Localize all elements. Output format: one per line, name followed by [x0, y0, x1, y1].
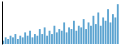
- bar: [85, 29, 87, 44]
- bar: [29, 31, 31, 44]
- bar: [24, 32, 26, 44]
- bar: [71, 29, 73, 44]
- bar: [114, 17, 116, 44]
- bar: [63, 22, 65, 44]
- bar: [14, 34, 16, 44]
- bars: [2, 4, 118, 44]
- chart: [0, 0, 120, 45]
- bar: [61, 31, 63, 44]
- bar: [117, 4, 119, 44]
- bar: [73, 21, 75, 44]
- bar: [80, 27, 82, 44]
- bar: [53, 26, 55, 44]
- bar: [41, 34, 43, 44]
- bar: [105, 21, 107, 44]
- bar: [58, 29, 60, 44]
- bar: [7, 39, 9, 44]
- bar: [17, 39, 19, 44]
- bar: [95, 24, 97, 44]
- bar: [110, 22, 112, 44]
- bar: [36, 36, 38, 44]
- bar: [10, 36, 12, 44]
- bar: [22, 37, 24, 44]
- bar: [78, 26, 80, 44]
- bar: [46, 36, 48, 44]
- bar: [83, 19, 85, 44]
- bar: [66, 32, 68, 44]
- bar: [112, 14, 114, 44]
- bar: [88, 22, 90, 44]
- bar: [75, 31, 77, 44]
- bar: [27, 36, 29, 44]
- bar: [56, 32, 58, 44]
- bar: [97, 12, 99, 44]
- bar: [34, 34, 36, 44]
- bar: [51, 34, 53, 44]
- bar: [107, 9, 109, 44]
- bar: [5, 37, 7, 44]
- bar: [92, 16, 94, 44]
- y-axis-line: [2, 2, 3, 45]
- y-axis: [2, 2, 3, 45]
- bar: [90, 26, 92, 44]
- bar: [102, 17, 104, 44]
- plot-area: [2, 2, 118, 45]
- bar: [19, 36, 21, 44]
- bar: [68, 27, 70, 44]
- bar: [44, 27, 46, 44]
- bar: [49, 31, 51, 44]
- bar: [100, 26, 102, 44]
- bar: [39, 29, 41, 44]
- bar: [12, 37, 14, 44]
- bar: [32, 37, 34, 44]
